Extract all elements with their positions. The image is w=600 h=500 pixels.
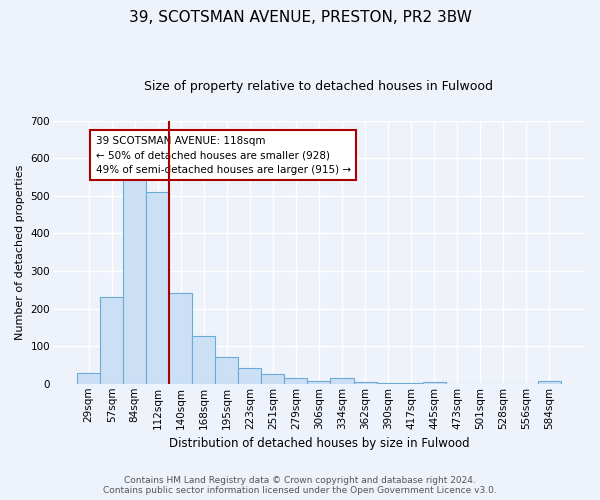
- Title: Size of property relative to detached houses in Fulwood: Size of property relative to detached ho…: [145, 80, 493, 93]
- X-axis label: Distribution of detached houses by size in Fulwood: Distribution of detached houses by size …: [169, 437, 469, 450]
- Bar: [193, 336, 215, 384]
- Bar: [146, 192, 169, 384]
- Bar: [284, 378, 307, 384]
- Bar: [238, 368, 262, 384]
- Bar: [307, 381, 331, 384]
- Bar: [353, 382, 377, 384]
- Bar: [377, 382, 400, 384]
- Text: 39 SCOTSMAN AVENUE: 118sqm
← 50% of detached houses are smaller (928)
49% of sem: 39 SCOTSMAN AVENUE: 118sqm ← 50% of deta…: [95, 136, 350, 175]
- Y-axis label: Number of detached properties: Number of detached properties: [15, 164, 25, 340]
- Bar: [400, 383, 422, 384]
- Bar: [331, 378, 353, 384]
- Bar: [169, 293, 193, 384]
- Bar: [215, 358, 238, 384]
- Bar: [77, 373, 100, 384]
- Text: Contains HM Land Registry data © Crown copyright and database right 2024.
Contai: Contains HM Land Registry data © Crown c…: [103, 476, 497, 495]
- Bar: [100, 296, 123, 384]
- Text: 39, SCOTSMAN AVENUE, PRESTON, PR2 3BW: 39, SCOTSMAN AVENUE, PRESTON, PR2 3BW: [128, 10, 472, 25]
- Bar: [262, 374, 284, 384]
- Bar: [422, 382, 446, 384]
- Bar: [538, 381, 561, 384]
- Bar: [123, 170, 146, 384]
